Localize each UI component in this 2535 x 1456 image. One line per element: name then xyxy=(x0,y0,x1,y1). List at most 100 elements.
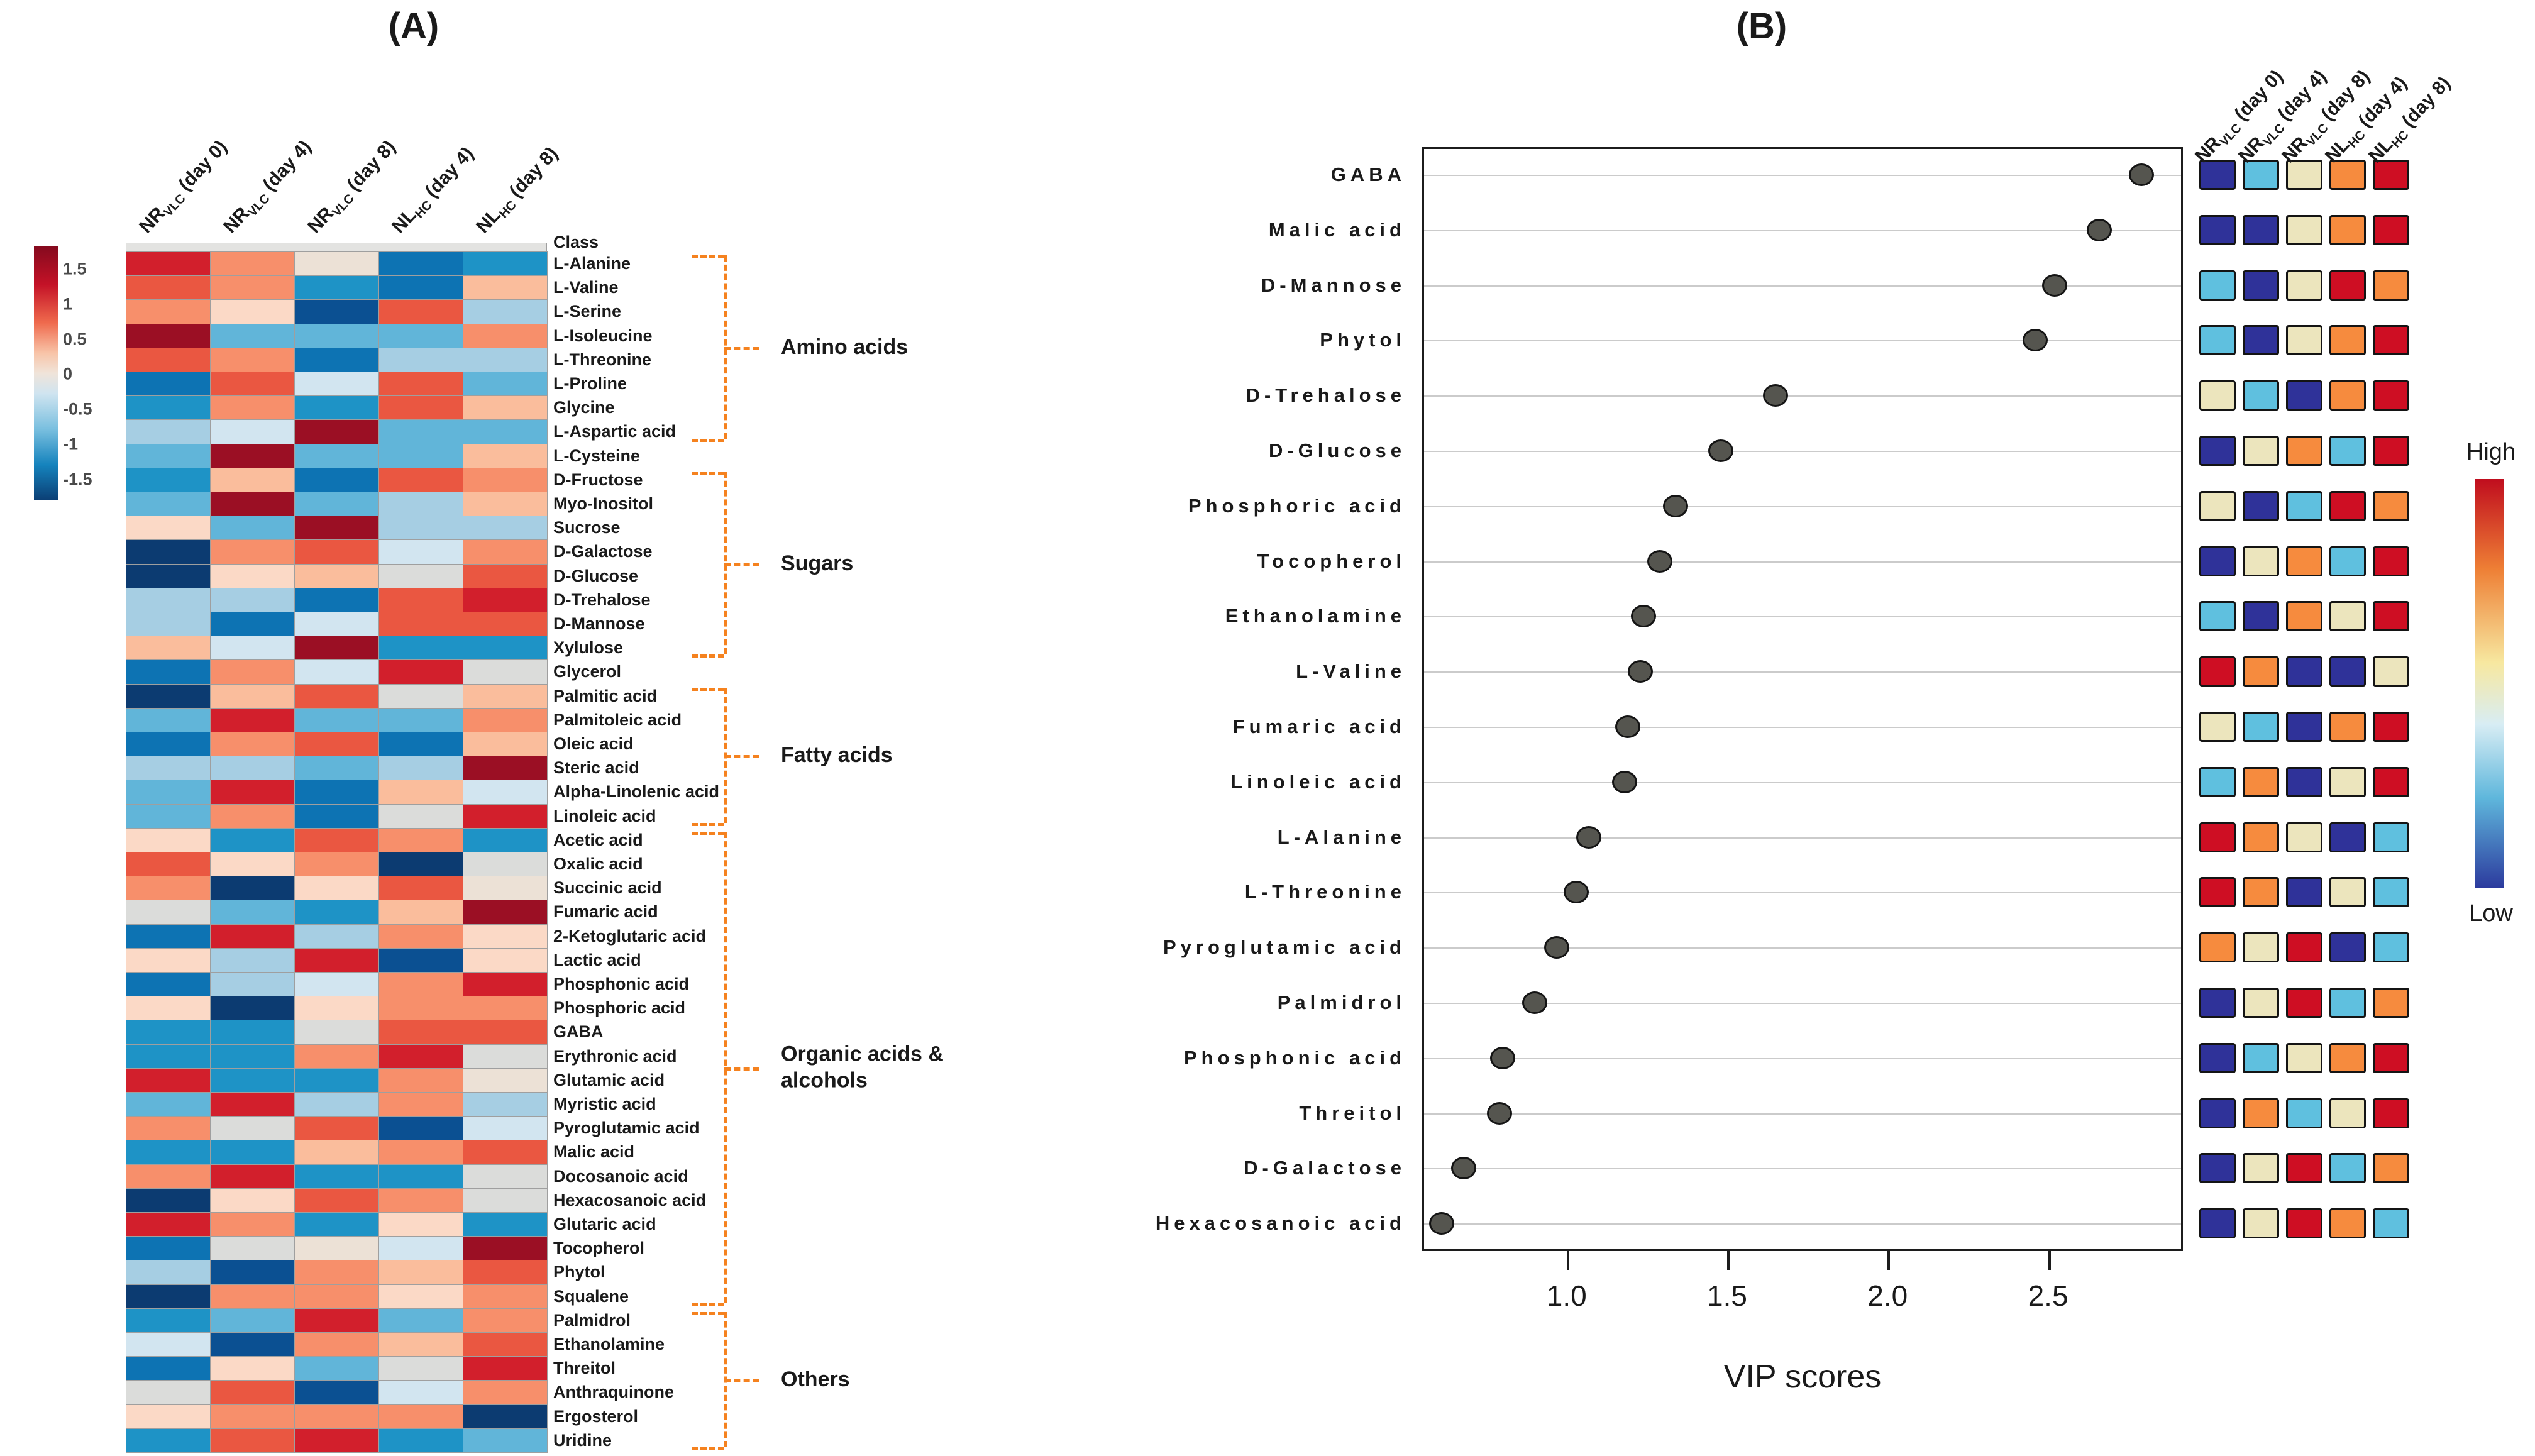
mini-heatmap-cell xyxy=(2199,1208,2236,1239)
heatmap-cell xyxy=(378,1260,463,1285)
heatmap-cell xyxy=(463,1380,548,1405)
mini-heatmap-cell xyxy=(2243,270,2279,301)
vip-row-label: D-Trehalose xyxy=(1245,384,1406,407)
vip-gridline xyxy=(1424,671,2181,673)
mini-heatmap-cell xyxy=(2329,1098,2366,1128)
vip-row-label: Phosphoric acid xyxy=(1188,494,1406,517)
mini-heatmap-cell xyxy=(2373,1208,2409,1239)
mini-heatmap-cell xyxy=(2243,822,2279,852)
heatmap-cell xyxy=(126,1284,211,1309)
heatmap-row-label: Erythronic acid xyxy=(553,1046,677,1066)
heatmap-cell xyxy=(210,659,295,685)
heatmap-cell xyxy=(294,587,379,612)
heatmap-cell xyxy=(294,299,379,324)
mini-heatmap-cell xyxy=(2329,932,2366,963)
heatmap-column-header: NLHC (day 8) xyxy=(472,143,562,238)
heatmap-row-label: L-Cysteine xyxy=(553,446,641,465)
vip-dot xyxy=(1647,549,1672,573)
heatmap-cell xyxy=(378,1212,463,1237)
mini-heatmap-cell xyxy=(2199,270,2236,301)
mini-heatmap-cell xyxy=(2243,766,2279,797)
heatmap-row-label: L-Threonine xyxy=(553,350,651,369)
heatmap-cell xyxy=(463,803,548,829)
heatmap-cell xyxy=(463,972,548,997)
heatmap-cell xyxy=(126,492,211,517)
heatmap-cell xyxy=(378,636,463,661)
group-label: Sugars xyxy=(781,551,854,575)
mini-heatmap-cell xyxy=(2329,1208,2366,1239)
heatmap-cell xyxy=(463,996,548,1021)
heatmap-cell xyxy=(378,659,463,685)
mini-heatmap-cell xyxy=(2329,270,2366,301)
heatmap-cell xyxy=(378,1092,463,1117)
mini-heatmap-cell xyxy=(2199,546,2236,576)
heatmap-cell xyxy=(378,612,463,637)
vip-row-label: L-Threonine xyxy=(1244,881,1406,903)
heatmap-cell xyxy=(126,852,211,877)
heatmap-cell xyxy=(294,1284,379,1309)
mini-heatmap-cell xyxy=(2373,601,2409,632)
vip-row-label: Pyroglutamic acid xyxy=(1163,936,1406,959)
heatmap-cell xyxy=(294,1332,379,1357)
heatmap-cell xyxy=(294,756,379,781)
heatmap-cell xyxy=(463,516,548,541)
mini-heatmap-cell xyxy=(2373,380,2409,411)
bracket-pointer xyxy=(724,563,759,566)
heatmap-cell xyxy=(378,419,463,444)
mini-heatmap-cell xyxy=(2286,270,2322,301)
heatmap-cell xyxy=(463,683,548,709)
heatmap-row-label: Phosphoric acid xyxy=(553,998,686,1018)
heatmap-row-label: Myo-Inositol xyxy=(553,494,653,513)
heatmap-cell xyxy=(378,1380,463,1405)
heatmap-cell xyxy=(126,443,211,468)
mini-heatmap-cell xyxy=(2243,380,2279,411)
vip-dot xyxy=(1451,1157,1477,1180)
mini-heatmap-cell xyxy=(2373,877,2409,908)
mini-heatmap-cell xyxy=(2199,1098,2236,1128)
heatmap-cell xyxy=(463,852,548,877)
heatmap-cell xyxy=(463,1332,548,1357)
heatmap-cell xyxy=(126,563,211,588)
mini-heatmap-cell xyxy=(2243,1208,2279,1239)
mini-heatmap-cell xyxy=(2243,987,2279,1018)
heatmap-cell xyxy=(294,1260,379,1285)
mini-heatmap-cell xyxy=(2373,932,2409,963)
heatmap-cell xyxy=(294,972,379,997)
heatmap-cell xyxy=(294,347,379,372)
heatmap-cell xyxy=(378,275,463,301)
mini-heatmap-cell xyxy=(2373,1153,2409,1184)
bracket-pointer xyxy=(724,755,759,759)
heatmap-cell xyxy=(294,275,379,301)
mini-heatmap-cell xyxy=(2286,325,2322,356)
heatmap-cell xyxy=(126,323,211,348)
heatmap-cell xyxy=(210,347,295,372)
vip-row-label: Tocopherol xyxy=(1257,549,1406,572)
heatmap-cell xyxy=(463,636,548,661)
heatmap-cell xyxy=(463,732,548,757)
heatmap-cell xyxy=(126,1212,211,1237)
heatmap-cell xyxy=(294,1404,379,1429)
vip-dot xyxy=(2087,218,2112,241)
heatmap-cell xyxy=(378,972,463,997)
heatmap-cell xyxy=(463,1140,548,1165)
heatmap-cell xyxy=(378,780,463,805)
heatmap-cell xyxy=(126,1140,211,1165)
heatmap-cell xyxy=(378,443,463,468)
mini-heatmap-cell xyxy=(2373,766,2409,797)
heatmap-cell xyxy=(294,996,379,1021)
bracket-hook xyxy=(692,822,724,826)
bracket-hook xyxy=(692,1447,724,1450)
mini-heatmap-cell xyxy=(2329,490,2366,521)
heatmap-cell xyxy=(210,275,295,301)
heatmap-cell xyxy=(210,1380,295,1405)
heatmap-cell xyxy=(294,780,379,805)
heatmap-row-label: Glutaric acid xyxy=(553,1215,656,1233)
heatmap-row-label: Myristic acid xyxy=(553,1095,656,1113)
heatmap-cell xyxy=(378,1284,463,1309)
bracket-hook xyxy=(692,255,724,258)
vip-gridline xyxy=(1424,1168,2181,1170)
heatmap-row-label: L-Proline xyxy=(553,374,627,393)
legend-high-label: High xyxy=(2466,439,2516,465)
mini-heatmap-cell xyxy=(2243,435,2279,466)
